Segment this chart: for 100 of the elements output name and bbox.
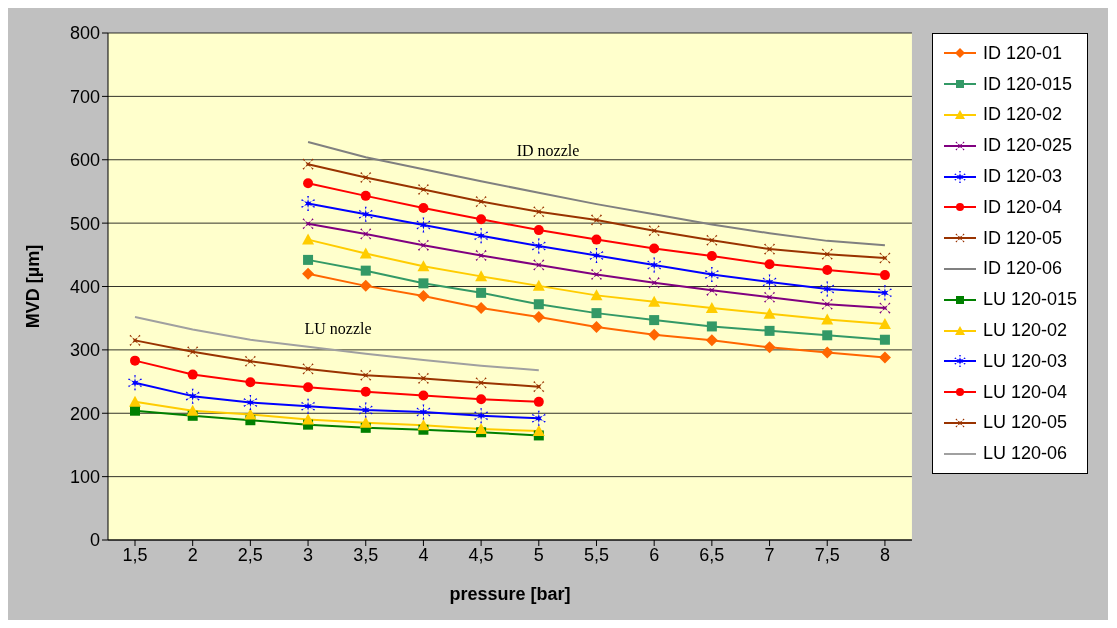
point <box>532 310 545 323</box>
point <box>130 405 140 416</box>
y-axis-title: MVD [µm] <box>23 244 44 329</box>
point <box>533 381 545 393</box>
point <box>129 334 141 346</box>
legend-label: LU 120-02 <box>982 320 1067 342</box>
point <box>879 334 890 345</box>
point <box>531 238 546 254</box>
point <box>476 394 487 405</box>
x-tick-label: 7 <box>764 544 775 565</box>
x-tick-label: 3,5 <box>353 544 379 565</box>
legend-label: ID 120-05 <box>982 227 1062 249</box>
point <box>533 206 545 218</box>
line-series <box>134 315 540 372</box>
point <box>590 214 603 226</box>
y-tick-label: 600 <box>69 150 100 171</box>
point <box>187 369 198 380</box>
point <box>302 267 315 280</box>
y-tick-label: 200 <box>69 403 100 424</box>
point <box>821 346 834 359</box>
point <box>879 302 891 314</box>
point <box>474 228 489 244</box>
point <box>128 375 142 391</box>
point <box>360 228 372 240</box>
x-tick-label: 4 <box>418 544 429 565</box>
point <box>533 299 544 310</box>
point <box>532 279 545 291</box>
point <box>418 278 429 289</box>
point <box>706 251 717 262</box>
point <box>648 277 660 289</box>
point <box>590 321 603 334</box>
x-tick-label: 7,5 <box>814 544 840 565</box>
point <box>244 408 257 420</box>
point <box>763 291 776 303</box>
point <box>360 190 371 201</box>
point <box>589 247 604 263</box>
point <box>360 265 371 276</box>
point <box>532 425 545 436</box>
x-tick-label: 4,5 <box>468 544 494 565</box>
point <box>129 395 141 407</box>
legend-label: LU 120-05 <box>982 412 1067 434</box>
x-tick-label: 2,5 <box>237 544 263 565</box>
point <box>418 202 429 213</box>
point <box>763 341 776 354</box>
point <box>878 317 891 329</box>
point <box>186 404 199 416</box>
point <box>763 243 776 255</box>
point <box>706 234 718 246</box>
point <box>533 225 544 236</box>
point <box>764 259 775 270</box>
point <box>705 302 718 314</box>
point <box>879 252 891 264</box>
point <box>243 394 258 410</box>
point <box>531 410 546 426</box>
point <box>649 243 660 254</box>
x-tick-label: 1,5 <box>122 544 148 565</box>
point <box>475 377 487 389</box>
point <box>417 290 430 303</box>
y-tick-label: 700 <box>69 86 100 107</box>
x-tick-label: 3 <box>303 544 314 565</box>
point <box>648 225 660 237</box>
point <box>475 423 488 435</box>
point <box>302 413 315 425</box>
legend-label: LU 120-06 <box>982 443 1067 465</box>
point <box>302 218 314 230</box>
point <box>590 268 603 281</box>
point <box>360 369 372 381</box>
point <box>474 408 489 424</box>
point <box>360 386 371 397</box>
point <box>705 334 718 347</box>
legend-label: ID 120-015 <box>982 73 1072 95</box>
point <box>244 355 256 367</box>
legend-label: LU 120-03 <box>982 350 1067 372</box>
point <box>590 289 603 301</box>
point <box>476 214 487 225</box>
point <box>475 302 488 315</box>
point <box>417 419 430 431</box>
point <box>879 270 890 281</box>
point <box>359 279 372 292</box>
point <box>877 285 892 301</box>
point <box>591 234 602 245</box>
y-tick-label: 800 <box>69 23 100 44</box>
point <box>475 249 487 262</box>
legend-label: LU 120-04 <box>982 381 1067 403</box>
point <box>417 239 430 251</box>
point <box>647 257 662 273</box>
annotation: LU nozzle <box>304 320 372 338</box>
point <box>417 260 430 272</box>
point <box>417 372 430 384</box>
point <box>360 171 372 184</box>
point <box>878 351 891 364</box>
point <box>302 233 315 245</box>
point <box>706 284 718 296</box>
point <box>762 274 777 290</box>
point <box>822 330 833 341</box>
legend-label: ID 120-03 <box>982 166 1062 188</box>
point <box>648 295 661 307</box>
annotation: ID nozzle <box>516 142 580 160</box>
point <box>591 308 602 319</box>
point <box>359 416 372 428</box>
